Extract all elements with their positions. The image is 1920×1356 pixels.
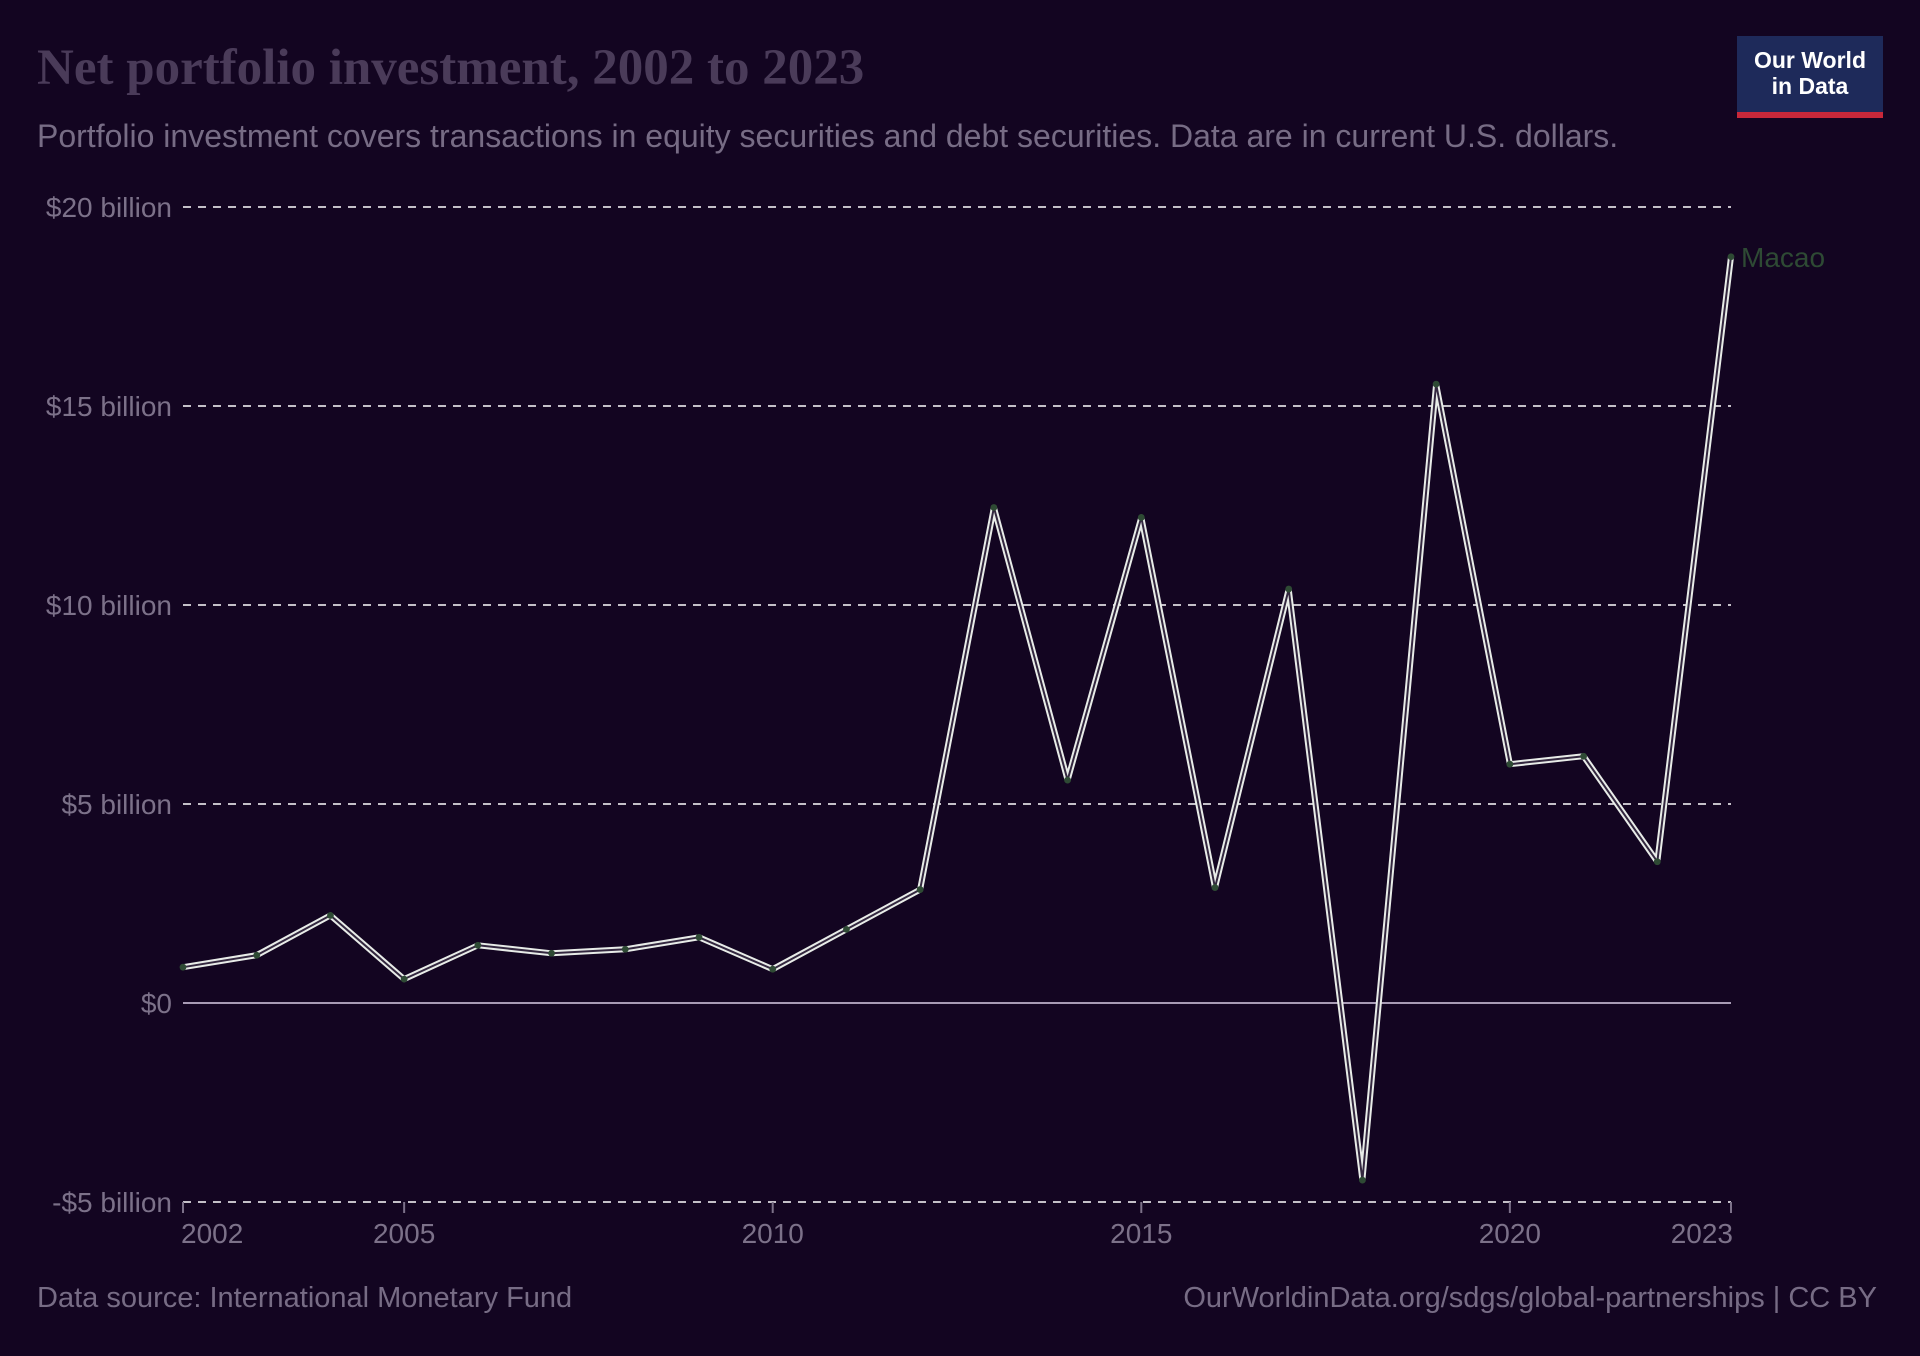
- data-point[interactable]: [1506, 760, 1514, 768]
- y-tick-label: $5 billion: [61, 789, 172, 820]
- data-point[interactable]: [327, 912, 334, 919]
- series-line[interactable]: [182, 255, 1732, 1182]
- series-labels: Macao: [1741, 242, 1825, 273]
- y-tick-label: $10 billion: [46, 590, 172, 621]
- y-tick-label: $15 billion: [46, 391, 172, 422]
- owid-logo[interactable]: Our World in Data: [1737, 36, 1883, 118]
- y-tick-label: $0: [141, 988, 172, 1019]
- y-tick-label: $20 billion: [46, 192, 172, 223]
- series-label[interactable]: Macao: [1741, 242, 1825, 273]
- data-point[interactable]: [474, 941, 482, 949]
- data-point[interactable]: [990, 504, 998, 511]
- y-axis-labels: $20 billion $15 billion $10 billion $5 bill…: [46, 192, 172, 1218]
- x-tick-label: 2020: [1479, 1218, 1541, 1249]
- data-source: Data source: International Monetary Fund: [37, 1282, 573, 1314]
- logo-line-2: in Data: [1771, 73, 1849, 99]
- series-lines: [180, 253, 1734, 1184]
- data-point[interactable]: [1064, 776, 1071, 784]
- data-point[interactable]: [843, 925, 850, 933]
- data-point[interactable]: [1653, 858, 1661, 866]
- data-point[interactable]: [548, 949, 555, 957]
- data-point[interactable]: [769, 965, 777, 973]
- x-axis: 2002 2005 2010 2015 2020 2023: [181, 1202, 1733, 1249]
- logo-line-1: Our World: [1753, 47, 1866, 74]
- data-point[interactable]: [695, 933, 703, 941]
- x-tick-label: 2023: [1671, 1218, 1733, 1249]
- x-tick-label: 2002: [181, 1218, 243, 1249]
- chart-title: Net portfolio investment, 2002 to 2023: [37, 40, 865, 96]
- source-url[interactable]: OurWorldinData.org/sdgs/global-partnersh…: [1183, 1282, 1877, 1314]
- data-point[interactable]: [400, 975, 408, 983]
- data-point[interactable]: [1580, 752, 1587, 760]
- y-tick-label: -$5 billion: [52, 1187, 172, 1218]
- data-point[interactable]: [1285, 585, 1293, 593]
- data-point[interactable]: [1211, 884, 1219, 891]
- x-tick-label: 2010: [742, 1218, 804, 1249]
- data-point[interactable]: [179, 963, 187, 971]
- data-point[interactable]: [621, 945, 629, 953]
- gridlines: [183, 206, 1731, 1203]
- x-tick-label: 2005: [373, 1218, 435, 1249]
- data-point[interactable]: [1727, 253, 1735, 261]
- x-tick-label: 2015: [1110, 1218, 1172, 1249]
- chart-subtitle: Portfolio investment covers transactions…: [37, 118, 1619, 154]
- data-point[interactable]: [1359, 1176, 1366, 1184]
- data-point[interactable]: [253, 951, 261, 959]
- data-point[interactable]: [1432, 380, 1440, 388]
- series-line-outline: [180, 253, 1734, 1184]
- series-points: [179, 253, 1735, 1184]
- data-point[interactable]: [1137, 514, 1145, 521]
- data-point[interactable]: [916, 886, 924, 893]
